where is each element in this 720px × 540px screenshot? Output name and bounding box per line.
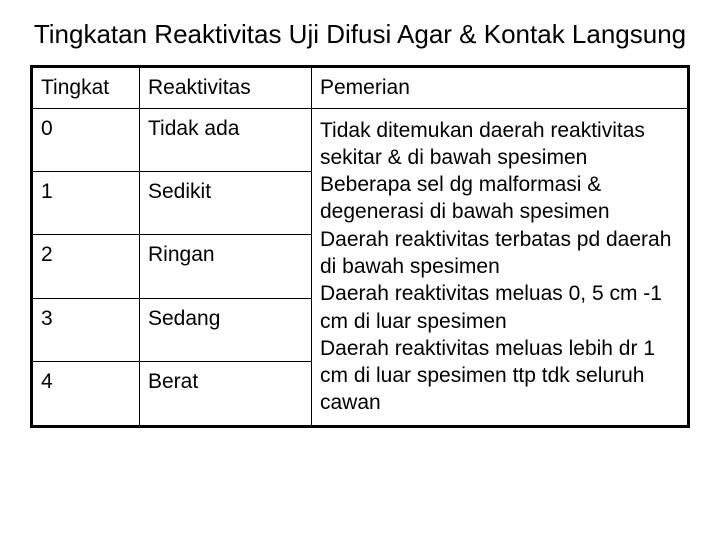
table-header-row: Tingkat Reaktivitas Pemerian bbox=[32, 66, 689, 108]
cell-tingkat: 0 bbox=[32, 108, 140, 171]
desc-line: Daerah reaktivitas terbatas pd daerah di… bbox=[320, 226, 679, 281]
table-row: 0 Tidak ada Tidak ditemukan daerah reakt… bbox=[32, 108, 689, 171]
col-header-pemerian: Pemerian bbox=[312, 66, 689, 108]
desc-line: Tidak ditemukan daerah reaktivitas sekit… bbox=[320, 117, 679, 172]
cell-reaktivitas: Sedang bbox=[140, 298, 312, 361]
cell-reaktivitas: Sedikit bbox=[140, 171, 312, 234]
page-container: Tingkatan Reaktivitas Uji Difusi Agar & … bbox=[0, 0, 720, 540]
cell-tingkat: 3 bbox=[32, 298, 140, 361]
cell-tingkat: 2 bbox=[32, 235, 140, 298]
cell-tingkat: 1 bbox=[32, 171, 140, 234]
cell-pemerian-merged: Tidak ditemukan daerah reaktivitas sekit… bbox=[312, 108, 689, 426]
reactivity-table: Tingkat Reaktivitas Pemerian 0 Tidak ada… bbox=[30, 65, 690, 428]
page-title: Tingkatan Reaktivitas Uji Difusi Agar & … bbox=[30, 18, 690, 51]
desc-line: Daerah reaktivitas meluas 0, 5 cm -1 cm … bbox=[320, 280, 679, 335]
cell-reaktivitas: Berat bbox=[140, 361, 312, 426]
cell-tingkat: 4 bbox=[32, 361, 140, 426]
col-header-tingkat: Tingkat bbox=[32, 66, 140, 108]
col-header-reaktivitas: Reaktivitas bbox=[140, 66, 312, 108]
cell-reaktivitas: Tidak ada bbox=[140, 108, 312, 171]
desc-line: Beberapa sel dg malformasi & degenerasi … bbox=[320, 171, 679, 226]
desc-line: Daerah reaktivitas meluas lebih dr 1 cm … bbox=[320, 335, 679, 417]
cell-reaktivitas: Ringan bbox=[140, 235, 312, 298]
